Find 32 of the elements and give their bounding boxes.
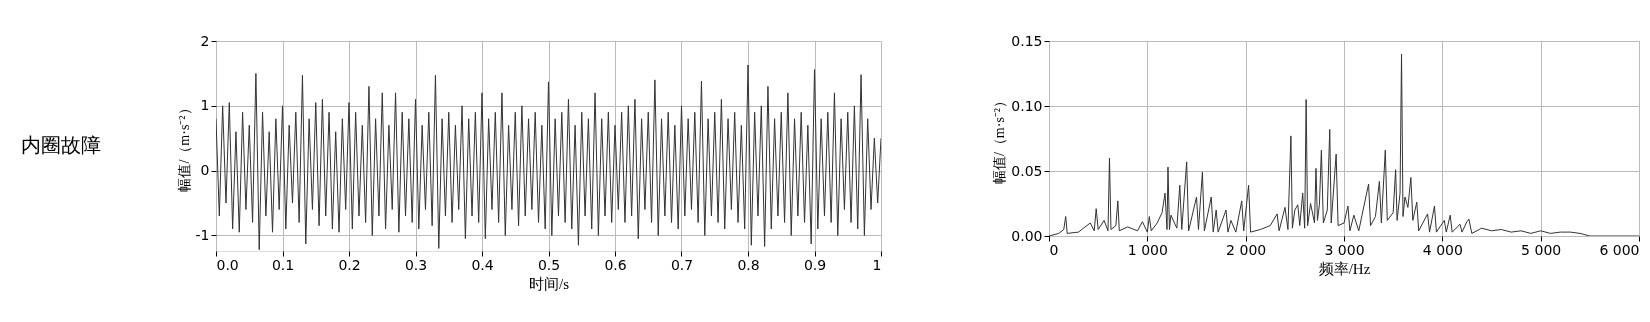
y-tick-label: 1 bbox=[200, 97, 210, 114]
x-tick-label: 1 bbox=[872, 256, 882, 273]
x-tick-label: 0.3 bbox=[404, 256, 428, 273]
x-tick-label: 6 000 bbox=[1599, 241, 1640, 258]
y-tick-label: 0.05 bbox=[1011, 162, 1043, 179]
y-tick-label: 0 bbox=[200, 162, 210, 179]
x-tick-label: 3 000 bbox=[1324, 241, 1365, 258]
y-axis-title: 幅值/（m·s⁻²） bbox=[176, 101, 192, 192]
x-tick-label: 0.2 bbox=[338, 256, 361, 273]
x-tick-label: 0.6 bbox=[604, 256, 627, 273]
x-tick-label: 0.9 bbox=[803, 256, 827, 273]
x-tick-label: 4 000 bbox=[1422, 241, 1463, 258]
x-tick-label: 0.4 bbox=[471, 256, 494, 273]
x-tick-label: 0.5 bbox=[537, 256, 561, 273]
y-tick-label: 2 bbox=[200, 32, 210, 49]
x-tick-label: 1 000 bbox=[1127, 241, 1168, 258]
x-tick-label: 0.0 bbox=[216, 256, 239, 273]
y-tick-label: 0.15 bbox=[1011, 32, 1043, 49]
x-tick-label: 0.7 bbox=[670, 256, 694, 273]
line-series bbox=[216, 64, 881, 251]
y-axis-title: 幅值/（m·s⁻²） bbox=[992, 93, 1008, 185]
x-axis-title: 频率/Hz bbox=[1318, 260, 1371, 277]
x-tick-label: 0 bbox=[1049, 241, 1059, 258]
x-tick-label: 0.1 bbox=[271, 256, 295, 273]
text: 内圈故障 bbox=[21, 133, 101, 157]
y-tick-label: 0.00 bbox=[1011, 227, 1043, 244]
y-tick-label: 0.10 bbox=[1011, 97, 1043, 114]
x-tick-label: 2 000 bbox=[1226, 241, 1267, 258]
y-tick-label: -1 bbox=[195, 226, 210, 243]
x-axis-title: 时间/s bbox=[528, 275, 570, 292]
x-tick-label: 0.8 bbox=[737, 256, 760, 273]
x-tick-label: 5 000 bbox=[1521, 241, 1562, 258]
